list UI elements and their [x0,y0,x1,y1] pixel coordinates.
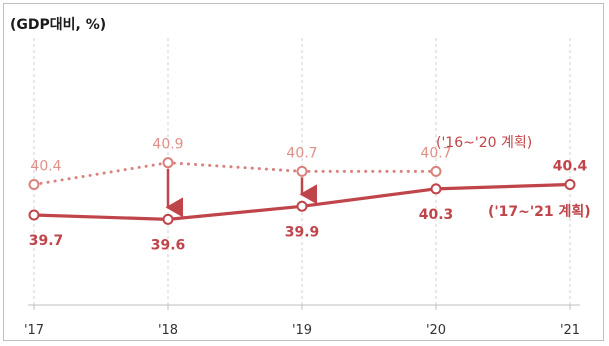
data-point-2016-plan [162,157,174,169]
unit-label: (GDP대비, %) [10,17,107,33]
data-label: 39.6 [151,237,186,253]
series-label-2016-plan: ('16~'20 계획) [436,135,532,151]
data-label: 40.4 [30,158,61,174]
x-tick-label: '21 [560,323,580,338]
x-tick-label: '19 [292,323,312,338]
x-tick-label: '17 [24,323,44,338]
data-point-2017-plan [564,178,576,190]
x-tick-label: '20 [426,323,446,338]
x-tick-label: '18 [158,323,178,338]
data-label: 39.9 [285,224,320,240]
data-point-2016-plan [430,165,442,177]
data-point-2017-plan [162,213,174,225]
data-label: 39.7 [29,233,64,249]
data-label: 40.7 [286,145,317,161]
data-point-2017-plan [28,209,40,221]
data-label: 40.4 [553,158,588,174]
data-label: 40.7 [420,145,451,161]
data-point-2017-plan [430,183,442,195]
data-point-2016-plan [28,178,40,190]
data-point-2017-plan [296,200,308,212]
series-line-2016-plan [32,161,438,186]
series-label-2017-plan: ('17~'21 계획) [488,203,591,220]
data-label: 40.9 [152,137,183,153]
data-point-2016-plan [296,165,308,177]
data-label: 40.3 [419,207,454,223]
